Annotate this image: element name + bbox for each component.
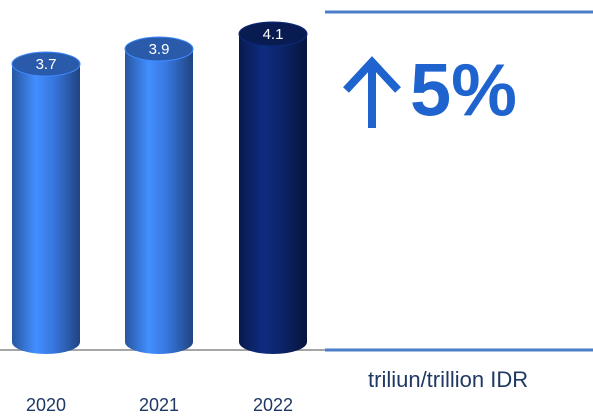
change-annotation: 5% xyxy=(410,49,517,132)
x-tick-label: 2022 xyxy=(253,395,293,415)
bar xyxy=(125,49,193,355)
unit-label: triliun/trillion IDR xyxy=(368,367,528,392)
x-tick-label: 2020 xyxy=(26,395,66,415)
bar-top xyxy=(124,36,194,62)
value-label: 3.7 xyxy=(36,56,57,73)
bar xyxy=(239,34,307,354)
value-label: 4.1 xyxy=(263,26,284,43)
up-arrow xyxy=(343,56,401,128)
bar xyxy=(12,64,80,355)
x-tick-label: 2021 xyxy=(139,395,179,415)
bar-top xyxy=(238,21,308,47)
value-label: 3.9 xyxy=(149,41,170,58)
bar-top xyxy=(11,51,81,77)
